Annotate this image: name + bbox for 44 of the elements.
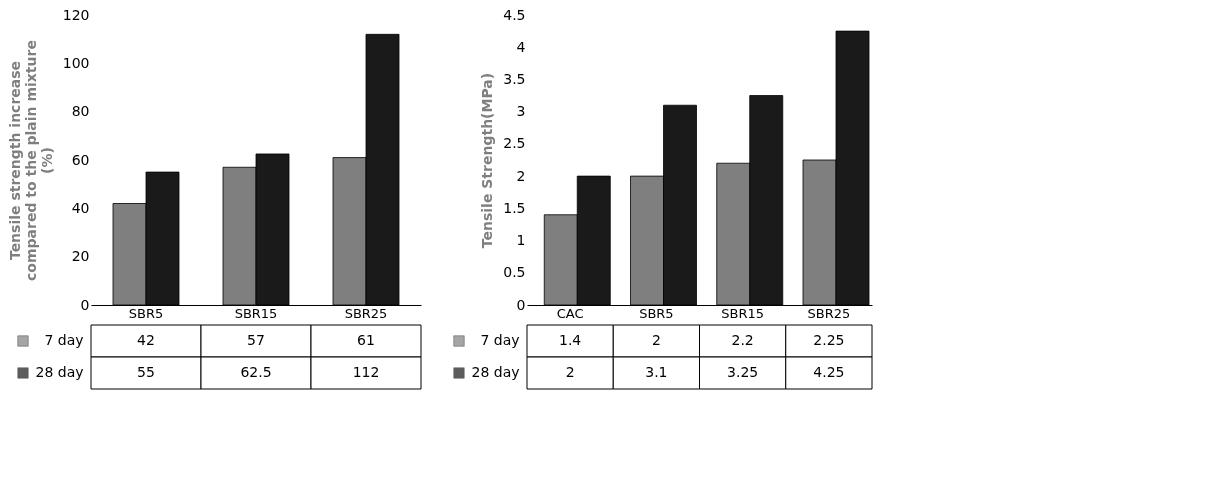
- y-tick-label: 20: [71, 248, 90, 265]
- x-tick-label: SBR15: [234, 305, 278, 321]
- y-tick-label: 0: [80, 296, 90, 313]
- x-tick-label: SBR5: [639, 305, 674, 321]
- data-label: 2.2: [731, 332, 754, 348]
- data-label: 112: [352, 364, 380, 380]
- y-axis-title: Tensile strength increase compared to the plain mixture (%): [6, 40, 55, 281]
- y-tick-label: 60: [71, 151, 90, 168]
- legend-label: 7 day: [480, 332, 520, 348]
- data-label: 2.25: [813, 332, 845, 348]
- y-tick-label: 3: [516, 103, 526, 120]
- data-label: 3.25: [727, 364, 759, 380]
- x-tick-label: SBR25: [807, 305, 851, 321]
- data-label: 1.4: [558, 332, 582, 348]
- y-tick-label: 3.5: [503, 70, 526, 87]
- y-tick-label: 2: [516, 167, 526, 184]
- y-axis-title: Tensile Strength(MPa): [479, 72, 496, 249]
- x-tick-label: SBR5: [128, 305, 164, 321]
- y-tick-label: 120: [62, 6, 90, 23]
- legend-label: 28 day: [471, 364, 520, 380]
- data-label: 42: [137, 332, 155, 348]
- y-tick-label: 1.5: [503, 199, 526, 216]
- data-label: 3.1: [645, 364, 668, 380]
- data-label: 55: [137, 364, 155, 380]
- y-tick-label: 2.5: [503, 135, 526, 152]
- y-tick-label: 80: [71, 103, 90, 120]
- y-tick-label: 0: [516, 296, 526, 313]
- y-tick-label: 0.5: [503, 264, 526, 281]
- x-tick-label: CAC: [556, 305, 584, 321]
- data-label: 2: [565, 364, 575, 380]
- legend-label: 28 day: [35, 364, 84, 380]
- y-tick-label: 40: [71, 199, 90, 216]
- y-tick-label: 100: [62, 54, 90, 71]
- y-tick-label: 4.5: [503, 6, 526, 23]
- x-tick-label: SBR25: [344, 305, 388, 321]
- x-tick-label: SBR15: [721, 305, 764, 321]
- y-tick-label: 1: [516, 232, 526, 249]
- data-label: 61: [357, 332, 375, 348]
- data-label: 62.5: [240, 364, 272, 380]
- data-label: 4.25: [813, 364, 845, 380]
- y-tick-label: 4: [516, 38, 526, 55]
- data-label: 2: [651, 332, 661, 348]
- data-label: 57: [247, 332, 265, 348]
- legend-label: 7 day: [44, 332, 84, 348]
